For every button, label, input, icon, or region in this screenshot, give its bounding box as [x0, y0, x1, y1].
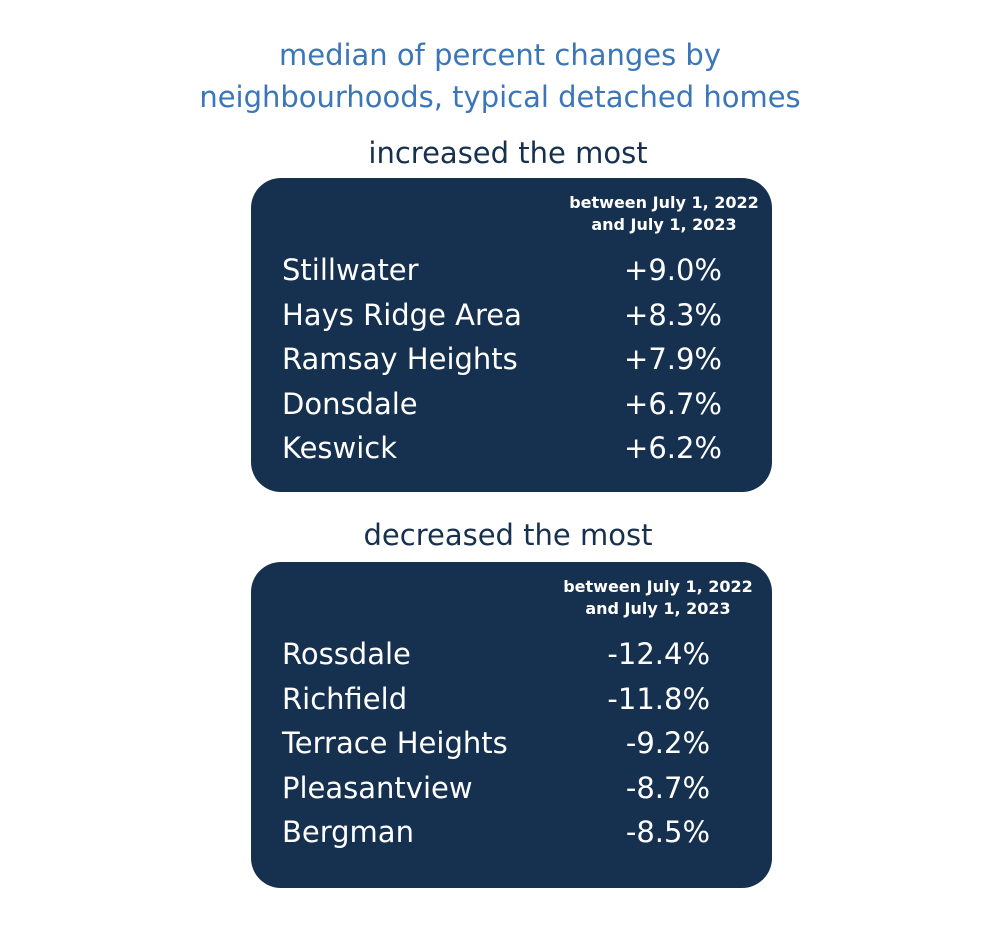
period-line-1: between July 1, 2022 [563, 577, 753, 596]
percent-change: +9.0% [624, 253, 722, 287]
neighbourhood-name: Hays Ridge Area [282, 297, 522, 332]
neighbourhood-name: Rossdale [282, 637, 411, 671]
percent-change: +6.7% [624, 386, 722, 421]
decreased-table: between July 1, 2022 and July 1, 2023 Ro… [251, 562, 772, 888]
neighbourhood-name: Donsdale [282, 386, 418, 421]
period-line-2: and July 1, 2023 [585, 599, 731, 618]
period-line-2: and July 1, 2023 [591, 215, 737, 234]
neighbourhood-name: Richfield [282, 681, 408, 716]
page-title: median of percent changes by neighbourho… [0, 34, 1000, 118]
percent-change: +6.2% [624, 431, 722, 465]
percent-change: -11.8% [607, 681, 710, 716]
increased-table: between July 1, 2022 and July 1, 2023 St… [251, 178, 772, 492]
decreased-heading: decreased the most [363, 518, 653, 552]
neighbourhood-name: Ramsay Heights [282, 342, 518, 376]
title-line-2: neighbourhoods, typical detached homes [199, 80, 801, 114]
period-line-1: between July 1, 2022 [569, 193, 759, 212]
neighbourhood-name: Terrace Heights [282, 726, 508, 760]
percent-change: -8.7% [625, 770, 710, 805]
neighbourhood-name: Keswick [282, 431, 398, 465]
percent-change: -12.4% [607, 637, 710, 671]
neighbourhood-name: Bergman [282, 815, 414, 849]
neighbourhood-name: Stillwater [282, 253, 419, 287]
percent-change: -9.2% [625, 726, 710, 760]
neighbourhood-name: Pleasantview [282, 770, 473, 805]
percent-change: +8.3% [624, 297, 722, 332]
percent-change: -8.5% [625, 815, 710, 849]
title-line-1: median of percent changes by [278, 38, 721, 72]
increased-heading: increased the most [368, 136, 648, 170]
percent-change: +7.9% [624, 342, 722, 376]
period-header: between July 1, 2022 and July 1, 2023 [559, 192, 769, 236]
period-header: between July 1, 2022 and July 1, 2023 [553, 576, 763, 620]
